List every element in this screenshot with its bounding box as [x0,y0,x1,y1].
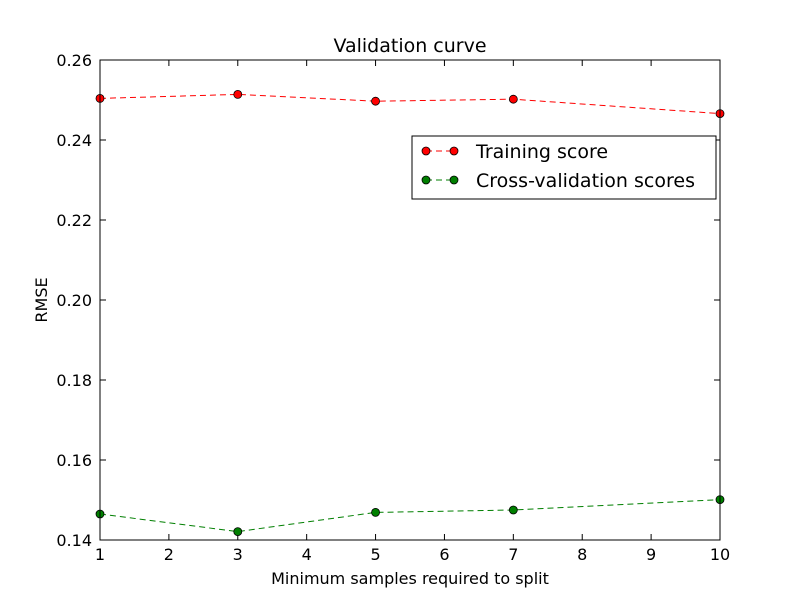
chart-title: Validation curve [333,35,486,57]
data-point [371,508,380,517]
x-tick-label: 10 [710,545,730,564]
legend-marker [421,175,431,185]
y-tick-label: 0.26 [56,51,92,70]
y-tick-label: 0.20 [56,291,92,310]
legend: Training score Cross-validation scores [411,135,717,200]
x-tick-label: 6 [439,545,449,564]
data-point [233,527,243,536]
legend-box [411,135,717,200]
x-tick-label: 2 [164,545,174,564]
data-point [233,90,243,99]
plot-area: 1 2 3 4 5 6 7 8 9 10 0.14 0.16 0.18 0.20 0.22 0.24 0.26 [56,51,730,564]
series-line-1 [99,93,721,115]
legend-marker [449,175,459,185]
legend-marker [449,146,459,156]
y-axis-label: RMSE [32,277,51,322]
x-tick-label: 1 [95,545,105,564]
x-tick-label: 9 [646,545,656,564]
x-tick-label: 3 [233,545,243,564]
y-tick-label: 0.16 [56,451,92,470]
legend-label: Training score [475,141,608,163]
x-tick-label: 8 [577,545,587,564]
y-tick-label: 0.14 [56,531,92,550]
data-point [508,505,518,515]
x-tick-label: 5 [370,545,380,564]
x-tick-label: 4 [302,545,312,564]
data-point [508,94,518,104]
y-tick-label: 0.18 [56,371,92,390]
data-point [371,96,380,106]
legend-marker [421,146,431,156]
axes-frame [99,59,721,541]
legend-label: Cross-validation scores [476,170,695,192]
y-tick-label: 0.22 [56,211,92,230]
y-tick-label: 0.24 [56,131,92,150]
x-tick-label: 7 [508,545,518,564]
series-line-2 [99,499,721,533]
x-axis-label: Minimum samples required to split [271,569,549,588]
